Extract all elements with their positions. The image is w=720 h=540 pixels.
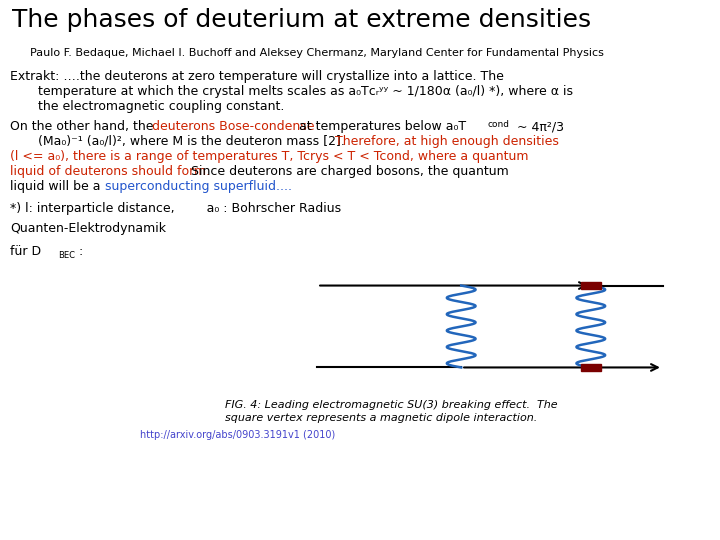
Text: liquid of deuterons should form.: liquid of deuterons should form. (10, 165, 210, 178)
Text: http://arxiv.org/abs/0903.3191v1 (2010): http://arxiv.org/abs/0903.3191v1 (2010) (140, 430, 336, 440)
Text: für D: für D (10, 245, 41, 258)
Text: *) l: interparticle distance,        a₀ : Bohrscher Radius: *) l: interparticle distance, a₀ : Bohrs… (10, 202, 341, 215)
Text: cond: cond (488, 120, 510, 129)
Text: Extrakt: ….the deuterons at zero temperature will crystallize into a lattice. Th: Extrakt: ….the deuterons at zero tempera… (10, 70, 504, 83)
Text: square vertex represents a magnetic dipole interaction.: square vertex represents a magnetic dipo… (225, 413, 537, 423)
Bar (581, 364, 600, 370)
Text: (Ma₀)⁻¹ (a₀/l)², where M is the deuteron mass [2].: (Ma₀)⁻¹ (a₀/l)², where M is the deuteron… (38, 135, 353, 148)
Text: ~ 4π²/3: ~ 4π²/3 (513, 120, 564, 133)
Text: Therefore, at high enough densities: Therefore, at high enough densities (335, 135, 559, 148)
Text: Quanten-Elektrodynamik: Quanten-Elektrodynamik (10, 222, 166, 235)
Text: BEC: BEC (58, 251, 75, 260)
Text: Since deuterons are charged bosons, the quantum: Since deuterons are charged bosons, the … (183, 165, 509, 178)
Text: superconducting superfluid....: superconducting superfluid.... (105, 180, 292, 193)
Text: deuterons Bose-condense: deuterons Bose-condense (152, 120, 315, 133)
Text: The phases of deuterium at extreme densities: The phases of deuterium at extreme densi… (12, 8, 591, 32)
Bar (581, 282, 600, 289)
Text: Paulo F. Bedaque, Michael I. Buchoff and Aleksey Chermanz, Maryland Center for F: Paulo F. Bedaque, Michael I. Buchoff and… (30, 48, 604, 58)
Text: liquid will be a: liquid will be a (10, 180, 104, 193)
Text: (l <= a₀), there is a range of temperatures T, Tcrys < T < Tcond, where a quantu: (l <= a₀), there is a range of temperatu… (10, 150, 528, 163)
Text: FIG. 4: Leading electromagnetic SU(3) breaking effect.  The: FIG. 4: Leading electromagnetic SU(3) br… (225, 400, 557, 410)
Text: temperature at which the crystal melts scales as a₀Tᴄᵣʸʸ ~ 1/180α (a₀/l) *), whe: temperature at which the crystal melts s… (38, 85, 573, 98)
Text: On the other hand, the: On the other hand, the (10, 120, 158, 133)
Text: :: : (78, 245, 82, 258)
Text: at temperatures below a₀T: at temperatures below a₀T (295, 120, 466, 133)
Text: the electromagnetic coupling constant.: the electromagnetic coupling constant. (38, 100, 284, 113)
